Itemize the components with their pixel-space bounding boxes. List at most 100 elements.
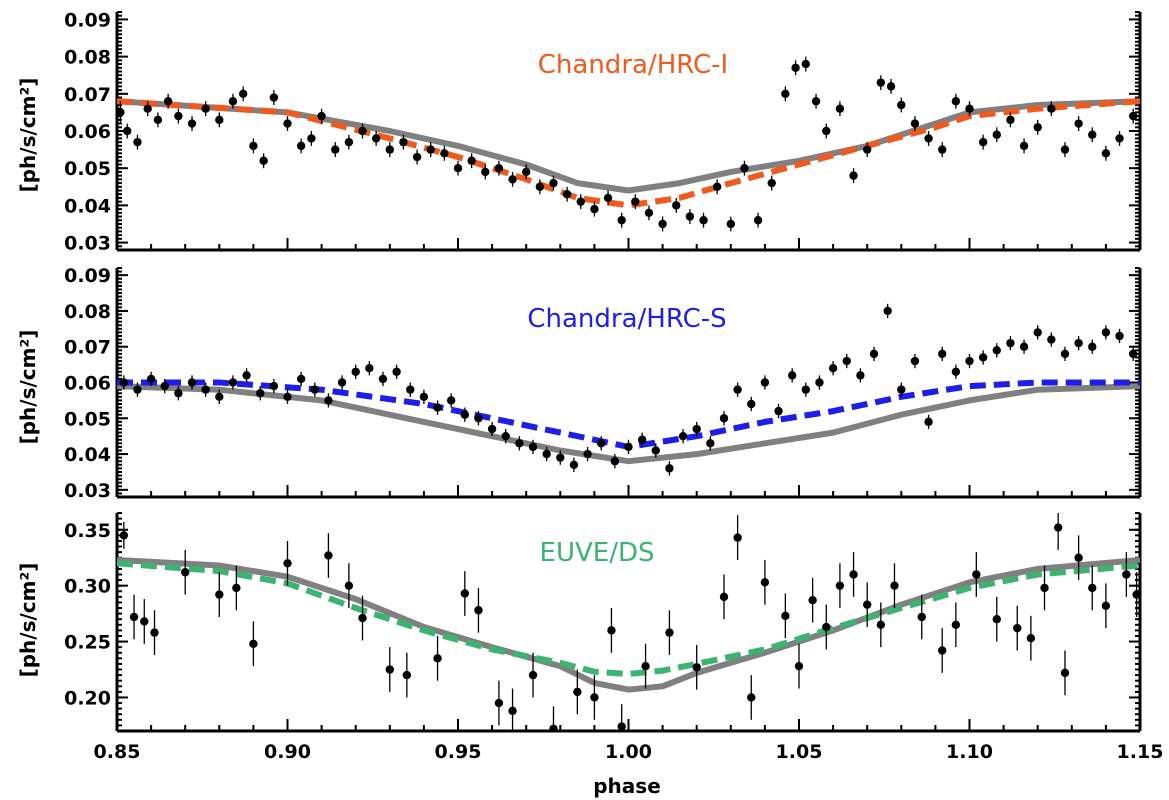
data-point bbox=[849, 171, 858, 180]
data-point bbox=[215, 392, 224, 402]
data-point bbox=[938, 349, 947, 359]
data-point bbox=[1074, 119, 1083, 128]
data-point bbox=[822, 622, 831, 632]
data-point bbox=[760, 578, 770, 587]
data-point bbox=[283, 119, 292, 128]
data-point bbox=[1088, 342, 1097, 351]
data-point bbox=[163, 97, 173, 106]
data-point bbox=[733, 533, 742, 542]
data-point bbox=[1128, 349, 1138, 359]
data-point bbox=[692, 424, 701, 434]
data-point bbox=[528, 442, 538, 452]
y-tick-label: 0.04 bbox=[64, 195, 111, 217]
data-point bbox=[992, 615, 1001, 624]
y-axis-label-top: [ph/s/cm²] bbox=[16, 78, 40, 193]
data-point bbox=[494, 698, 504, 708]
data-point bbox=[910, 356, 920, 366]
data-point bbox=[1101, 601, 1111, 610]
data-point bbox=[406, 385, 415, 394]
data-point bbox=[501, 431, 510, 441]
data-point bbox=[665, 628, 674, 637]
data-point bbox=[849, 570, 858, 579]
x-tick-label: 0.85 bbox=[94, 741, 141, 763]
data-point bbox=[487, 424, 497, 434]
y-tick-label: 0.25 bbox=[64, 632, 111, 654]
data-point bbox=[951, 620, 961, 629]
data-point bbox=[146, 374, 156, 384]
data-point bbox=[835, 581, 845, 590]
data-point bbox=[651, 446, 660, 455]
model-curve-solid bbox=[117, 383, 1140, 465]
plot-area bbox=[117, 513, 1140, 731]
data-point bbox=[542, 449, 551, 459]
data-point bbox=[371, 134, 381, 143]
data-point bbox=[740, 163, 749, 173]
data-point bbox=[307, 134, 316, 143]
data-point bbox=[433, 403, 442, 412]
y-tick-label: 0.30 bbox=[64, 576, 111, 598]
data-point bbox=[117, 108, 125, 117]
data-point bbox=[590, 204, 599, 214]
data-point bbox=[685, 212, 695, 221]
data-point bbox=[453, 163, 463, 173]
data-point bbox=[583, 449, 592, 459]
data-point bbox=[310, 385, 319, 394]
data-point bbox=[337, 378, 347, 387]
data-point bbox=[1019, 141, 1029, 151]
x-axis-label: phase bbox=[593, 774, 661, 798]
annotation-hrc-s: Chandra/HRC-S bbox=[527, 304, 726, 334]
data-point bbox=[385, 665, 394, 674]
data-point bbox=[467, 156, 476, 165]
data-point bbox=[569, 460, 579, 469]
data-point bbox=[474, 606, 483, 615]
data-point bbox=[924, 417, 933, 427]
data-point bbox=[1074, 553, 1083, 562]
data-point bbox=[828, 363, 838, 373]
data-point bbox=[672, 201, 681, 210]
data-point bbox=[791, 63, 800, 72]
data-point bbox=[508, 706, 517, 716]
data-point bbox=[143, 104, 152, 113]
model-curve-dashed bbox=[117, 560, 1140, 677]
y-tick-label: 0.06 bbox=[64, 373, 111, 395]
data-point bbox=[522, 167, 531, 177]
data-point bbox=[215, 590, 224, 599]
data-point bbox=[644, 208, 654, 218]
data-point bbox=[238, 89, 248, 99]
data-point bbox=[1088, 583, 1097, 593]
data-point bbox=[174, 111, 183, 121]
annotation-hrc-i: Chandra/HRC-I bbox=[538, 50, 728, 80]
data-point bbox=[978, 353, 988, 362]
data-point bbox=[869, 349, 879, 359]
data-point bbox=[446, 396, 456, 405]
data-point bbox=[402, 670, 412, 680]
model-curve-solid bbox=[117, 557, 1140, 693]
data-point bbox=[794, 661, 804, 671]
data-point bbox=[1047, 104, 1056, 113]
data-point bbox=[726, 219, 735, 229]
data-point bbox=[535, 182, 545, 191]
data-point bbox=[174, 389, 183, 398]
data-point bbox=[876, 78, 886, 87]
data-point bbox=[1132, 590, 1140, 599]
data-point bbox=[187, 378, 197, 387]
data-point bbox=[1128, 111, 1138, 121]
x-tick-label: 1.10 bbox=[946, 741, 993, 763]
data-point bbox=[712, 182, 722, 191]
data-point bbox=[528, 670, 538, 680]
data-point bbox=[1060, 668, 1070, 678]
data-point bbox=[719, 592, 729, 602]
model-curve-solid bbox=[117, 98, 1140, 194]
data-point bbox=[515, 439, 524, 448]
data-point bbox=[631, 197, 640, 206]
data-point bbox=[863, 600, 872, 609]
data-point bbox=[140, 617, 149, 626]
data-point bbox=[1033, 123, 1042, 132]
data-point bbox=[1115, 134, 1124, 143]
data-point bbox=[160, 381, 169, 391]
x-tick-label: 0.95 bbox=[435, 741, 482, 763]
data-point bbox=[808, 596, 817, 605]
data-point bbox=[494, 163, 504, 173]
data-point bbox=[562, 190, 572, 199]
